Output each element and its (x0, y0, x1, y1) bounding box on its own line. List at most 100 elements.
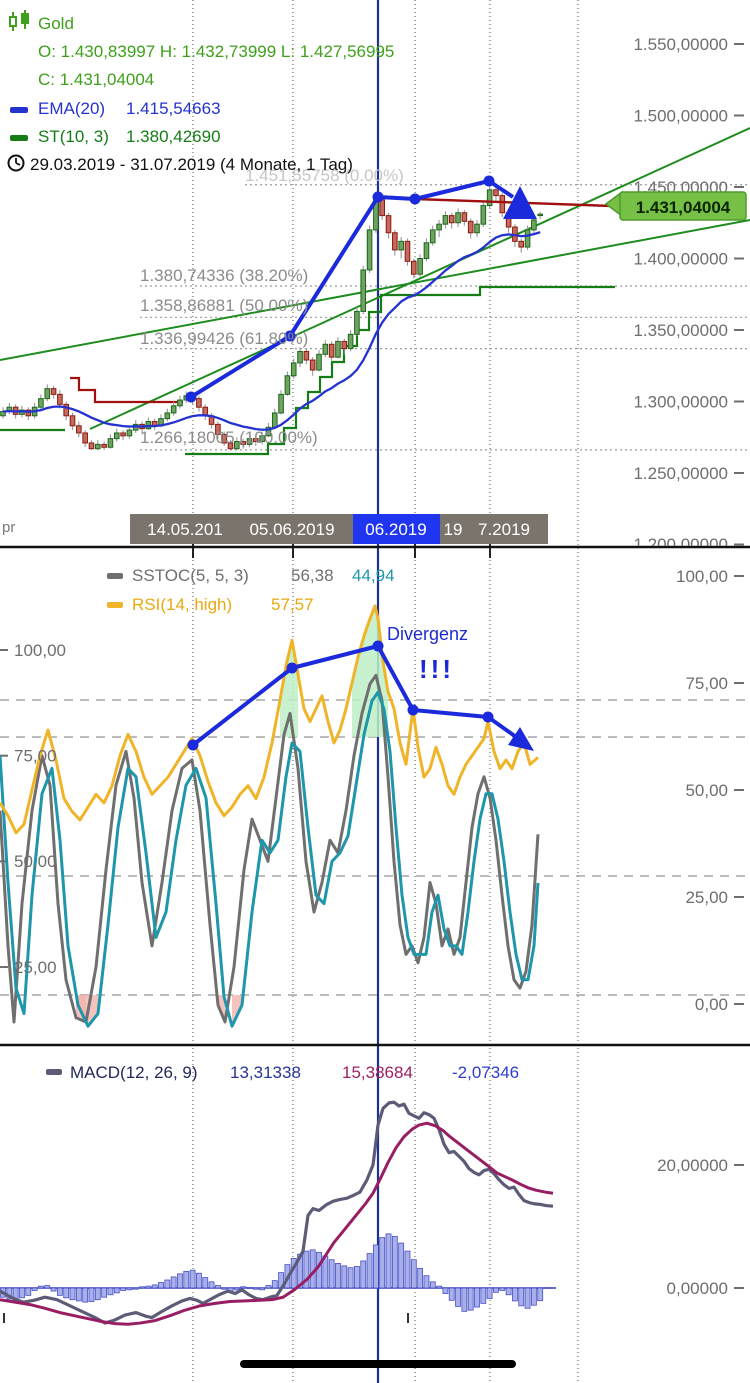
supertrend-green (185, 285, 615, 456)
candle-body (398, 240, 404, 251)
macd-histogram-bar (177, 1273, 183, 1289)
price-axis: 1.550,00000 1.500,00000 1.450,00000 1.40… (633, 35, 728, 554)
candle-body (221, 433, 227, 444)
ema-value: 1.415,54663 (126, 99, 221, 118)
oscillator-panel (0, 604, 750, 1028)
macd-axis: 20,00000 0,00000 (657, 1156, 728, 1298)
clock-icon (7, 154, 25, 172)
macd-histogram-bar (139, 1286, 145, 1289)
macd-line (0, 1100, 554, 1325)
fib-382: 1.380,74336 (38.20%) (140, 266, 308, 285)
macd-histogram-bar (82, 1287, 89, 1303)
trend-dot (284, 330, 296, 342)
macd-histogram-bar (335, 1263, 341, 1289)
range-scrollbar[interactable] (240, 1360, 516, 1368)
macd-histogram-bar (436, 1285, 442, 1289)
candle-body (341, 340, 348, 350)
date-seg-3: 19 (444, 520, 463, 539)
candle-body (436, 223, 442, 231)
macd-histogram-bar (196, 1272, 202, 1289)
macd-histogram-bar (19, 1287, 25, 1299)
macd-histogram-bar (221, 1287, 228, 1290)
fib-zero-label: 1.451,55758 (0.00%) (245, 166, 404, 185)
candle-body (95, 443, 101, 450)
date-bar-highlight[interactable] (353, 514, 440, 544)
osc-left-tick: 25,00 (14, 958, 57, 977)
osc-left-tick: 75,00 (14, 747, 57, 766)
impulse-trendline (189, 179, 490, 399)
date-cut-label: pr (2, 519, 15, 536)
macd-histogram-bar (246, 1286, 253, 1289)
price-tick: 1.200,00000 (633, 535, 728, 554)
macd-histogram-bar (499, 1287, 506, 1291)
macd-signal-value: 15,38684 (342, 1063, 413, 1082)
sstoc-swatch (107, 573, 123, 579)
symbol-name: Gold (38, 14, 74, 33)
st-label: ST(10, 3) (38, 127, 109, 146)
candle-body (392, 232, 398, 251)
divergence-dot (372, 640, 384, 652)
macd-swatch (46, 1069, 62, 1075)
rsi-swatch (107, 602, 123, 608)
candle-body (265, 426, 272, 437)
divergence-dot (482, 711, 494, 723)
macd-histogram-bar (38, 1285, 44, 1289)
macd-histogram-bar (537, 1287, 544, 1302)
macd-histogram-bar (56, 1287, 63, 1296)
candle-body (240, 441, 246, 445)
macd-histogram-bar (530, 1287, 537, 1306)
macd-histogram-bar (303, 1250, 310, 1289)
rsi-value: 57,57 (271, 595, 314, 614)
macd-histogram-bar (69, 1287, 76, 1301)
date-axis[interactable]: pr 14.05.201 05.06.2019 06.2019 19 7.201… (2, 514, 548, 544)
candle-body (499, 195, 506, 214)
period-label: 29.03.2019 - 31.07.2019 (4 Monate, 1 Tag… (30, 155, 353, 174)
divergence-text: Divergenz (387, 624, 468, 644)
candle-body (76, 425, 82, 434)
macd-histogram-bar (183, 1270, 190, 1289)
candle-body (69, 415, 76, 427)
sstoc-value-d: 44,94 (352, 566, 395, 585)
candle-body (385, 215, 392, 234)
macd-histogram-bar (480, 1287, 487, 1304)
candle-body (303, 350, 310, 361)
date-bar[interactable] (130, 514, 548, 544)
fib-labels: 1.380,74336 (38.20%) 1.358,86881 (50.00%… (140, 266, 318, 447)
macd-histogram-bar (360, 1260, 367, 1289)
osc-right-tick: 100,00 (676, 567, 728, 586)
candle-body (107, 438, 114, 448)
macd-histogram-bar (158, 1282, 164, 1289)
macd-histogram-bar (208, 1281, 215, 1289)
candle-body (170, 405, 177, 414)
macd-tick: 0,00000 (667, 1279, 728, 1298)
candle-body (335, 340, 341, 358)
candle-body (246, 438, 253, 445)
macd-histogram-bar (88, 1287, 95, 1302)
breakout-triangle-marker (503, 186, 537, 219)
candle-body (493, 189, 499, 197)
macd-histogram-bar (493, 1287, 499, 1293)
macd-histogram-bar (448, 1287, 455, 1301)
candle-body (164, 412, 171, 420)
macd-histogram-bar (354, 1266, 360, 1289)
fib-500: 1.358,86881 (50.00%) (140, 296, 308, 315)
macd-histogram-bar (347, 1267, 354, 1289)
candle-body (322, 343, 329, 355)
supertrend-red (70, 376, 183, 404)
date-seg-2: 06.2019 (365, 520, 426, 539)
trend-dot (409, 193, 421, 205)
macd-histogram-bar (107, 1287, 114, 1296)
macd-histogram-bar (113, 1287, 120, 1294)
candle-body (101, 443, 107, 448)
candle-body (126, 429, 133, 437)
candle-body (88, 442, 95, 450)
date-seg-4: 7.2019 (478, 520, 530, 539)
macd-histogram-bar (455, 1287, 461, 1307)
badge-value: 1.431,04004 (636, 198, 731, 217)
osc-right-tick: 50,00 (685, 781, 728, 800)
macd-histogram-bar (120, 1287, 126, 1291)
price-tick: 1.500,00000 (633, 107, 728, 126)
date-seg-1: 05.06.2019 (249, 520, 334, 539)
